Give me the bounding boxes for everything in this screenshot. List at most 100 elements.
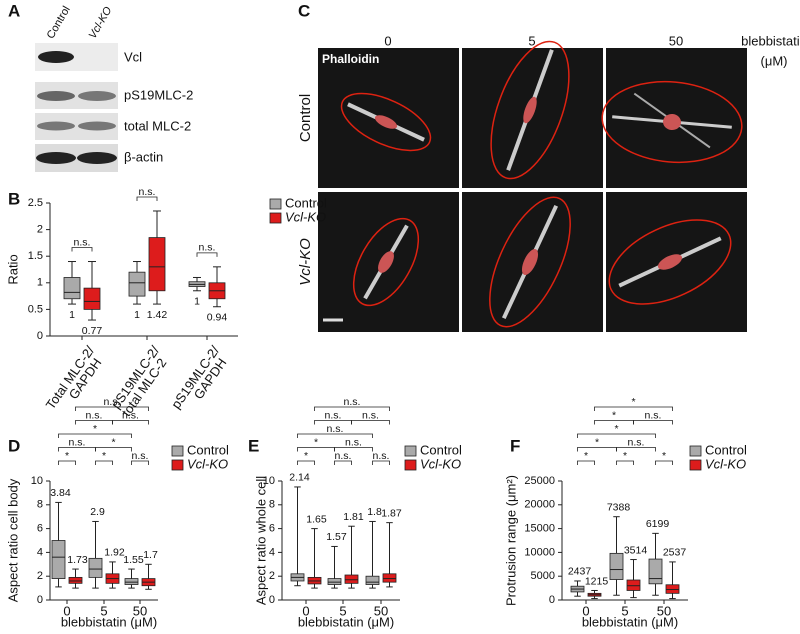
box [344, 574, 359, 584]
x-tick-label: 5 [339, 603, 346, 618]
legend-label: Control [420, 442, 462, 457]
y-tick-label: 4 [269, 546, 275, 558]
significance-label: n.s. [335, 450, 352, 462]
significance-label: n.s. [139, 186, 156, 198]
significance-bracket [95, 447, 132, 452]
legend-label: Vcl-KO [285, 209, 326, 224]
legend-swatch [269, 212, 282, 224]
legend-swatch [404, 445, 417, 457]
y-tick-label: 2.5 [28, 197, 43, 209]
y-axis-label: Aspect ratio cell body [5, 478, 20, 602]
y-tick-label: 6 [37, 523, 43, 535]
significance-label: n.s. [325, 409, 342, 421]
x-tick-label: 0 [582, 603, 589, 618]
y-tick-label: 1 [37, 277, 43, 289]
y-axis-label: Protrusion range (μm²) [503, 475, 518, 606]
panel-letter: D [8, 436, 20, 455]
significance-bracket [95, 460, 113, 465]
x-axis-label: blebbistatin (μM) [582, 614, 678, 629]
legend-label: Vcl-KO [187, 456, 228, 471]
y-tick-label: 10 [263, 475, 275, 487]
y-tick-label: 2 [37, 224, 43, 236]
significance-label: * [102, 450, 106, 462]
significance-bracket [334, 447, 373, 452]
value-label: 1.8 [367, 506, 382, 518]
legend-swatch [171, 459, 184, 471]
significance-bracket [655, 460, 673, 465]
value-label: 1.92 [104, 547, 125, 559]
significance-label: * [304, 450, 308, 462]
value-label: 2437 [568, 566, 592, 578]
y-tick-label: 4 [37, 546, 43, 558]
x-tick-label: 5 [100, 603, 107, 618]
y-tick-label: 0 [549, 594, 555, 606]
significance-label: n.s. [645, 409, 662, 421]
box [63, 277, 81, 300]
y-tick-label: 0 [37, 594, 43, 606]
value-label: 3514 [624, 544, 648, 556]
significance-label: * [614, 423, 618, 435]
lane-label: Vcl-KO [87, 4, 115, 41]
legend-label: Vcl-KO [705, 456, 746, 471]
significance-label: n.s. [122, 409, 139, 421]
significance-label: * [623, 450, 627, 462]
value-label: 1.81 [343, 511, 364, 523]
box [88, 557, 103, 578]
value-label: 1.65 [306, 513, 327, 525]
x-tick-label: 5 [621, 603, 628, 618]
significance-label: n.s. [362, 409, 379, 421]
significance-label: n.s. [327, 423, 344, 435]
significance-label: n.s. [104, 396, 121, 408]
legend-swatch [404, 459, 417, 471]
significance-label: n.s. [132, 450, 149, 462]
value-label: 1.87 [381, 507, 402, 519]
significance-label: * [65, 450, 69, 462]
value-label: 1 [69, 309, 75, 321]
x-tick-label: 50 [657, 603, 671, 618]
column-label: 0 [384, 33, 391, 48]
y-tick-label: 8 [37, 499, 43, 511]
y-tick-label: 2 [269, 570, 275, 582]
micrographs [318, 40, 747, 332]
column-label: 50 [669, 33, 683, 48]
significance-bracket [314, 406, 390, 411]
significance-bracket [633, 420, 673, 425]
stain-label: Phalloidin [322, 52, 379, 66]
significance-label: * [662, 450, 666, 462]
x-tick-label: 0 [302, 603, 309, 618]
value-label: 1215 [585, 575, 609, 587]
significance-label: * [595, 436, 599, 448]
significance-bracket [372, 460, 390, 465]
x-tick-label: 50 [133, 603, 147, 618]
legend-label: Control [285, 195, 327, 210]
legend-label: Control [187, 442, 229, 457]
panel-letter: C [298, 1, 310, 20]
significance-bracket [577, 433, 656, 438]
y-tick-label: 10000 [524, 546, 555, 558]
blot-row-label: Vcl [124, 49, 142, 64]
significance-label: * [612, 409, 616, 421]
legend-label: Control [705, 442, 747, 457]
significance-bracket [297, 460, 315, 465]
significance-bracket [71, 247, 93, 252]
column-label: 5 [528, 33, 535, 48]
x-axis-label: blebbistatin (μM) [298, 614, 394, 629]
legend-swatch [171, 445, 184, 457]
row-label: Control [297, 94, 314, 142]
legend-swatch [269, 198, 282, 210]
y-tick-label: 5000 [531, 570, 555, 582]
significance-label: n.s. [199, 242, 216, 254]
value-label: 0.77 [82, 325, 103, 337]
y-tick-label: 8 [269, 499, 275, 511]
significance-bracket [58, 433, 132, 438]
row-label: Vcl-KO [297, 238, 314, 286]
treatment-label: blebbistatin [741, 33, 800, 48]
y-tick-label: 0.5 [28, 303, 43, 315]
box [382, 573, 397, 583]
box [83, 287, 101, 310]
value-label: 2537 [663, 547, 687, 559]
significance-label: * [111, 436, 115, 448]
legend-swatch [689, 445, 702, 457]
significance-bracket [297, 433, 373, 438]
